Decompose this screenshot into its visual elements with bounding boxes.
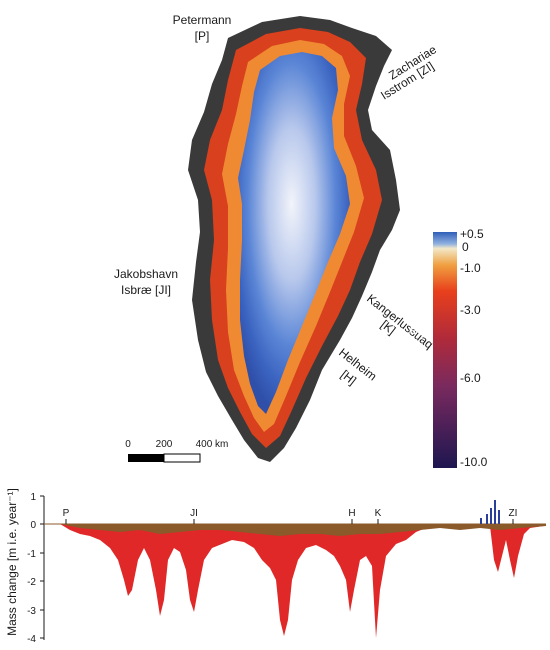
ytick-minus4: -4: [27, 634, 36, 645]
scale-tick-200: 200: [156, 439, 173, 450]
marker-k: K: [375, 508, 382, 519]
colorbar-ramp: [433, 232, 457, 468]
scale-tick-400: 400 km: [196, 439, 229, 450]
colorbar: meters of ice per year +0.5 0 -1.0 -3.0 …: [406, 227, 488, 469]
ytick-1: 1: [30, 492, 36, 503]
ytick-minus3: -3: [27, 606, 36, 617]
greenland-map: [188, 16, 400, 462]
colorbar-tick-minus6: -6.0: [460, 371, 481, 385]
marker-p: P: [63, 508, 70, 519]
glacier-markers: P JI H K ZI: [63, 508, 518, 524]
ytick-minus1: -1: [27, 549, 36, 560]
label-jakobshavn: Jakobshavn: [114, 267, 178, 281]
y-ticks: 1 0 -1 -2 -3 -4: [27, 492, 44, 645]
label-petermann-code: [P]: [195, 29, 210, 43]
colorbar-tick-minus3: -3.0: [460, 303, 481, 317]
loss-profile-brown: [60, 524, 546, 536]
label-kangerlussuaq: Kangerlussuaq: [364, 291, 436, 351]
colorbar-tick-plus05: +0.5: [460, 227, 484, 241]
interior-ice: [238, 52, 350, 414]
colorbar-tick-0: 0: [462, 240, 469, 254]
chart-ylabel: Mass change [m i.e. year⁻¹]: [5, 488, 19, 636]
ytick-0: 0: [30, 520, 36, 531]
gain-bars-blue: [480, 500, 500, 524]
marker-h: H: [348, 508, 355, 519]
scale-bar: 0 200 400 km: [125, 439, 229, 463]
marker-zi: ZI: [509, 508, 518, 519]
scale-tick-0: 0: [125, 439, 131, 450]
scale-segment-white: [163, 453, 201, 463]
ytick-minus2: -2: [27, 577, 36, 588]
colorbar-tick-minus1: -1.0: [460, 261, 481, 275]
scale-segment-black: [128, 454, 164, 462]
mass-change-chart: Mass change [m i.e. year⁻¹] 1 0 -1 -2 -3…: [5, 488, 546, 645]
label-petermann: Petermann: [173, 13, 232, 27]
label-jakobshavn-code: Isbræ [JI]: [121, 283, 171, 297]
marker-ji: JI: [190, 508, 198, 519]
colorbar-title: meters of ice per year: [406, 272, 420, 388]
loss-profile-red: [60, 524, 546, 638]
colorbar-tick-minus10: -10.0: [460, 455, 488, 469]
